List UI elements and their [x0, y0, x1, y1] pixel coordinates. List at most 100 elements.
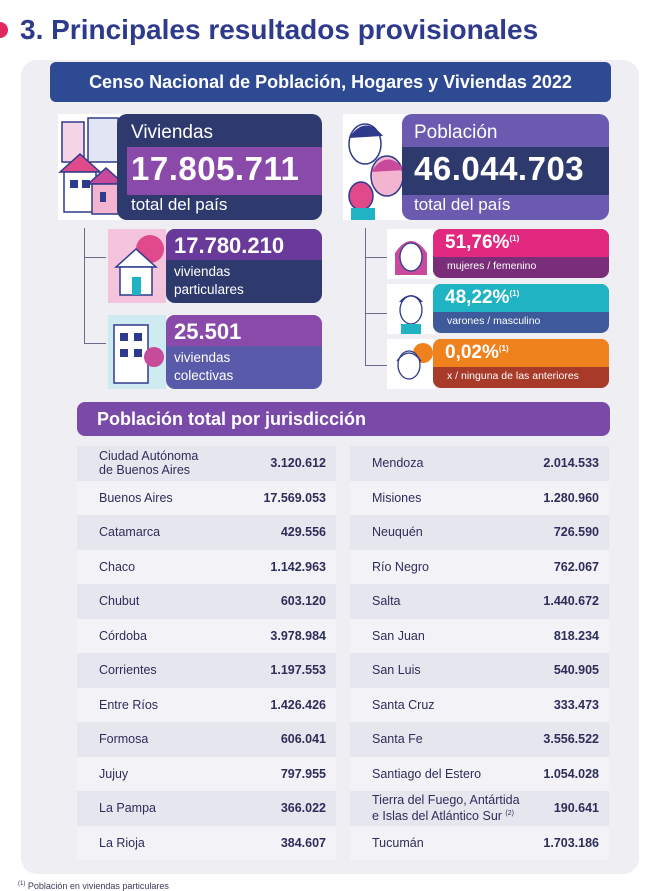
viviendas-subtitle: total del país [131, 195, 228, 214]
poblacion-connector-3 [365, 314, 387, 366]
jurisdiction-name: Río Negro [372, 560, 429, 574]
jurisdiction-name: Formosa [99, 732, 148, 746]
viviendas-colectivas-card: 25.501 viviendas colectivas [166, 315, 322, 389]
poblacion-subtitle: total del país [414, 195, 511, 214]
table-row: San Juan 818.234 [350, 618, 609, 653]
footnote: (1) Población en viviendas particulares [18, 881, 169, 891]
jurisdiction-value: 429.556 [280, 525, 326, 540]
jurisdiction-name: Santa Fe [372, 732, 423, 746]
jurisdiction-name-line2: e Islas del Atlántico Sur [372, 809, 502, 824]
jurisdiction-name: Buenos Aires [99, 491, 173, 505]
jurisdiction-name: Corrientes [99, 663, 157, 677]
table-row: Catamarca 429.556 [77, 515, 336, 550]
jurisdiction-name-line1: Neuquén [372, 525, 423, 540]
table-row: Chubut 603.120 [77, 584, 336, 619]
table-row: Ciudad Autónoma de Buenos Aires 3.120.612 [77, 446, 336, 481]
table-row: La Pampa 366.022 [77, 791, 336, 826]
table-row: Misiones 1.280.960 [350, 480, 609, 515]
jurisdiction-value: 384.607 [280, 835, 326, 850]
table-row: Tierra del Fuego, Antártida e Islas del A… [350, 791, 609, 826]
jurisdiction-name-line1: Jujuy [99, 766, 129, 781]
jurisdiction-name-line1: Tierra del Fuego, Antártida [372, 793, 520, 808]
no-binario-value: 0,02% [445, 342, 499, 363]
jurisdiction-value: 1.426.426 [270, 697, 326, 712]
viviendas-particulares-label-1: viviendas [174, 264, 231, 279]
jurisdiction-name-line1: Catamarca [99, 525, 161, 540]
jurisdiction-name: Chaco [99, 560, 135, 574]
table-row: La Rioja 384.607 [77, 825, 336, 860]
viviendas-card: Viviendas 17.805.711 total del país [117, 114, 322, 220]
jurisdiction-value: 366.022 [280, 801, 326, 816]
table-row: San Luis 540.905 [350, 653, 609, 688]
no-binario-label: x / ninguna de las anteriores [447, 370, 579, 382]
jurisdiction-name: La Pampa [99, 801, 156, 815]
jurisdiction-name-line1: Misiones [372, 490, 422, 505]
jurisdiction-name-line1: Chaco [99, 559, 136, 574]
jurisdiction-value: 190.641 [553, 801, 599, 816]
jurisdiction-name: Córdoba [99, 629, 147, 643]
houses-illustration [58, 114, 126, 220]
poblacion-connector-2 [365, 258, 387, 314]
jurisdiction-name-line1: La Rioja [99, 835, 145, 850]
table-row: Entre Ríos 1.426.426 [77, 687, 336, 722]
mujeres-value: 51,76% [445, 232, 510, 253]
table-row: Córdoba 3.978.984 [77, 618, 336, 653]
jurisdiction-value: 1.440.672 [543, 594, 599, 609]
jurisdiction-name: Tierra del Fuego, Antártida e Islas del A… [372, 793, 520, 823]
jurisdiction-name-line1: San Luis [372, 663, 421, 678]
table-row: Tucumán 1.703.186 [350, 825, 609, 860]
viviendas-total: 17.805.711 [131, 150, 300, 187]
jurisdiction-header: Población total por jurisdicción [77, 402, 610, 436]
footnote-text: Población en viviendas particulares [25, 881, 169, 891]
jurisdiction-value: 603.120 [280, 594, 326, 609]
jurisdiction-name: San Juan [372, 629, 425, 643]
jurisdiction-value: 3.556.522 [543, 732, 599, 747]
viviendas-connector-1 [84, 228, 106, 258]
census-banner: Censo Nacional de Población, Hogares y V… [50, 62, 611, 102]
mujeres-note: (1) [509, 234, 520, 243]
jurisdiction-value: 726.590 [553, 525, 599, 540]
jurisdiction-value: 797.955 [280, 766, 326, 781]
jurisdiction-name-line1: Santa Fe [372, 732, 423, 747]
jurisdiction-name: San Luis [372, 663, 421, 677]
jurisdiction-name: Neuquén [372, 525, 423, 539]
jurisdiction-value: 333.473 [553, 697, 599, 712]
jurisdiction-name-line2: de Buenos Aires [99, 463, 191, 478]
table-row: Mendoza 2.014.533 [350, 446, 609, 481]
viviendas-particulares-value: 17.780.210 [174, 233, 285, 258]
mujeres-card: 51,76%(1) mujeres / femenino [433, 229, 609, 278]
jurisdiction-table-right: Mendoza 2.014.533 Misiones 1.280.960 Neuquén… [350, 446, 609, 860]
table-row: Corrientes 1.197.553 [77, 653, 336, 688]
jurisdiction-value: 1.280.960 [543, 490, 599, 505]
table-row: Jujuy 797.955 [77, 756, 336, 791]
table-row: Santa Cruz 333.473 [350, 687, 609, 722]
jurisdiction-name: Entre Ríos [99, 698, 158, 712]
jurisdiction-value: 1.142.963 [270, 559, 326, 574]
table-row: Buenos Aires 17.569.053 [77, 480, 336, 515]
jurisdiction-value: 3.978.984 [270, 628, 326, 643]
jurisdiction-name-line1: Ciudad Autónoma [99, 449, 199, 464]
jurisdiction-value: 17.569.053 [263, 490, 326, 505]
jurisdiction-value: 1.054.028 [543, 766, 599, 781]
table-row: Río Negro 762.067 [350, 549, 609, 584]
jurisdiction-value: 3.120.612 [270, 456, 326, 471]
jurisdiction-name-line1: Río Negro [372, 559, 429, 574]
poblacion-caption: Población [414, 122, 498, 143]
no-binario-note: (1) [498, 344, 509, 353]
table-row: Chaco 1.142.963 [77, 549, 336, 584]
jurisdiction-name: Ciudad Autónoma de Buenos Aires [99, 449, 198, 477]
jurisdiction-name: Salta [372, 594, 401, 608]
table-row: Neuquén 726.590 [350, 515, 609, 550]
viviendas-colectivas-label-1: viviendas [174, 350, 231, 365]
jurisdiction-name-line1: Salta [372, 594, 401, 609]
jurisdiction-value: 762.067 [553, 559, 599, 574]
jurisdiction-name-line1: Santiago del Estero [372, 766, 482, 781]
varones-percent: 48,22%(1) [445, 287, 519, 309]
jurisdiction-note: (2) [505, 810, 514, 818]
viviendas-particulares-label-2: particulares [174, 282, 244, 297]
varones-value: 48,22% [445, 287, 510, 308]
viviendas-colectivas-value: 25.501 [174, 319, 242, 344]
jurisdiction-name: Chubut [99, 594, 139, 608]
jurisdiction-value: 1.703.186 [543, 835, 599, 850]
jurisdiction-name-line1: San Juan [372, 628, 425, 643]
